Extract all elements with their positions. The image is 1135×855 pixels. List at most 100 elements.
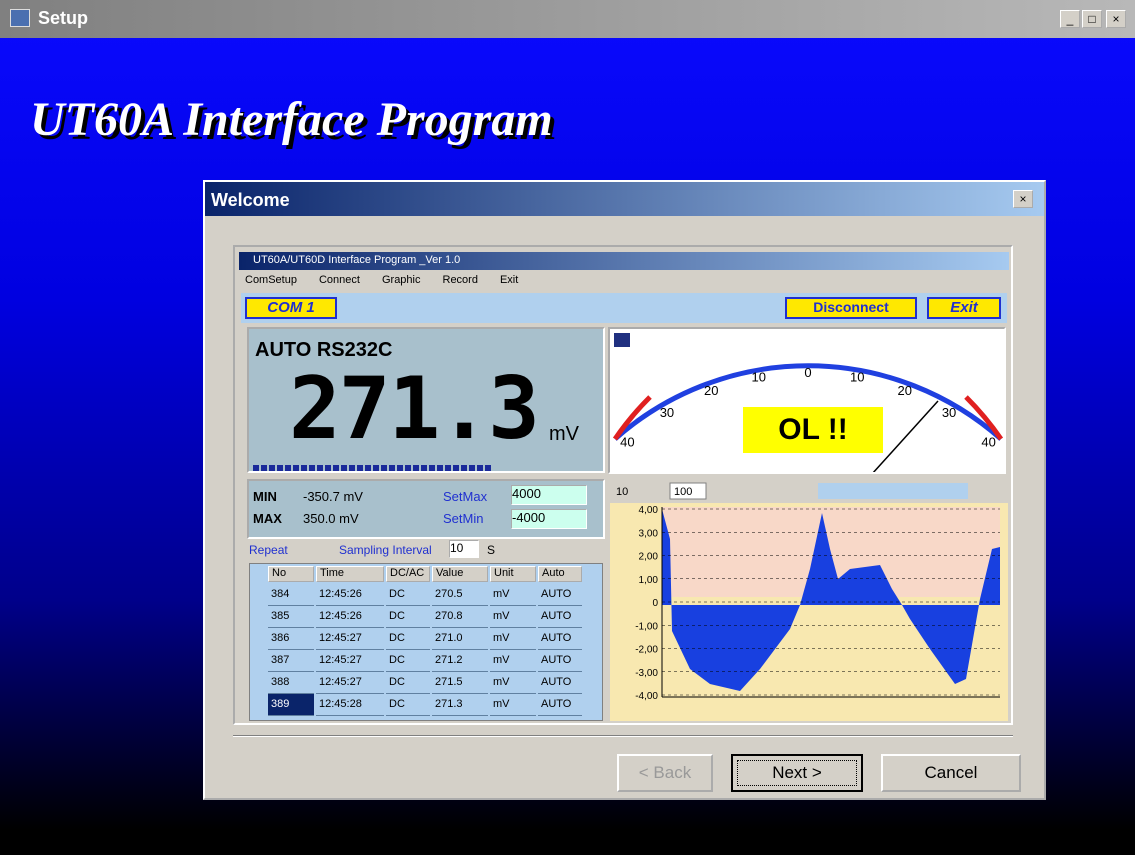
table-cell: 389 bbox=[268, 694, 314, 716]
gauge-arc bbox=[613, 363, 1003, 441]
table-cell: DC bbox=[386, 606, 430, 628]
table-cell: 271.0 bbox=[432, 628, 488, 650]
table-cell: 12:45:27 bbox=[316, 628, 384, 650]
chart-nav-buttons[interactable] bbox=[818, 483, 968, 499]
waveform bbox=[662, 509, 1000, 691]
exit-button[interactable]: Exit bbox=[927, 297, 1001, 319]
chart-count: 100 bbox=[674, 486, 692, 498]
table-cell: 270.5 bbox=[432, 584, 488, 606]
table-cell: 12:45:28 bbox=[316, 694, 384, 716]
cancel-button[interactable]: Cancel bbox=[881, 754, 1021, 792]
min-value: -350.7 mV bbox=[303, 489, 363, 504]
table-cell: DC bbox=[386, 650, 430, 672]
bar-graph bbox=[253, 465, 493, 471]
minmax-panel: MIN -350.7 mV MAX 350.0 mV SetMax 4000 S… bbox=[247, 479, 605, 539]
gauge-label: 30 bbox=[660, 405, 674, 420]
table-cell: 386 bbox=[268, 628, 314, 650]
mode-label: AUTO RS232C bbox=[255, 339, 393, 361]
gauge-icon bbox=[614, 333, 630, 347]
port-label: COM 1 bbox=[245, 297, 337, 319]
gauge-label: 0 bbox=[804, 365, 811, 380]
table-cell: DC bbox=[386, 584, 430, 606]
menu-item[interactable]: Graphic bbox=[381, 274, 421, 286]
table-cell: mV bbox=[490, 694, 536, 716]
table-cell: DC bbox=[386, 672, 430, 694]
table-cell: 12:45:26 bbox=[316, 606, 384, 628]
table-header-cell: Auto bbox=[538, 566, 582, 582]
table-cell: AUTO bbox=[538, 628, 582, 650]
maximize-button[interactable]: □ bbox=[1082, 10, 1102, 28]
table-cell: 271.2 bbox=[432, 650, 488, 672]
table-cell: mV bbox=[490, 672, 536, 694]
chart-y-tick-label: 2,00 bbox=[639, 552, 659, 563]
gauge-arc-low bbox=[612, 395, 652, 441]
sampling-checkbox[interactable]: Sampling Interval bbox=[339, 543, 432, 557]
menu-item[interactable]: ComSetup bbox=[245, 274, 297, 286]
next-button[interactable]: Next > bbox=[731, 754, 863, 792]
table-cell: 271.5 bbox=[432, 672, 488, 694]
table-cell: mV bbox=[490, 584, 536, 606]
lcd-panel: AUTO RS232C 271.3 mV bbox=[247, 327, 605, 473]
interval-input[interactable]: 10 bbox=[449, 540, 479, 558]
table-header-cell: Unit bbox=[490, 566, 536, 582]
back-button[interactable]: < Back bbox=[617, 754, 713, 792]
table-cell: AUTO bbox=[538, 694, 582, 716]
disconnect-button[interactable]: Disconnect bbox=[785, 297, 917, 319]
table-cell: AUTO bbox=[538, 672, 582, 694]
chart-y-tick-label: -4,00 bbox=[635, 691, 658, 702]
app-icon bbox=[10, 9, 30, 27]
table-header-cell: Value bbox=[432, 566, 488, 582]
window-title: Setup bbox=[38, 8, 89, 28]
max-value: 350.0 mV bbox=[303, 511, 359, 526]
table-cell: mV bbox=[490, 606, 536, 628]
table-header-cell: DC/AC bbox=[386, 566, 430, 582]
repeat-checkbox[interactable]: Repeat bbox=[249, 543, 288, 557]
app-screenshot: UT60A/UT60D Interface Program _Ver 1.0 C… bbox=[233, 245, 1013, 725]
close-button[interactable]: × bbox=[1106, 10, 1126, 28]
menu-item[interactable]: Record bbox=[442, 274, 478, 286]
table-cell: AUTO bbox=[538, 606, 582, 628]
chart-count-box[interactable] bbox=[669, 482, 707, 500]
dialog-title: Welcome bbox=[211, 190, 290, 210]
table-cell: AUTO bbox=[538, 650, 582, 672]
app-menu: ComSetup Connect Graphic Record Exit bbox=[245, 274, 745, 290]
set-min-input[interactable]: -4000 bbox=[511, 509, 587, 529]
gauge-arc-high bbox=[964, 395, 1004, 441]
waveform-chart: 10 100 4,00 3,00 2,00 1,00 0 -1,00 -2,00 -3,00 -… bbox=[610, 479, 1008, 721]
app-title-bar: UT60A/UT60D Interface Program _Ver 1.0 bbox=[239, 252, 1009, 270]
gauge-label: 20 bbox=[704, 383, 718, 398]
dialog-title-bar: Welcome × bbox=[205, 182, 1044, 216]
table-cell: 12:45:27 bbox=[316, 650, 384, 672]
gauge: OL !! 40 30 20 10 0 10 20 30 40 bbox=[608, 327, 1006, 474]
overload-box bbox=[743, 407, 883, 453]
chart-y-tick-label: -2,00 bbox=[635, 645, 658, 656]
gauge-label: 30 bbox=[942, 405, 956, 420]
table-cell: 12:45:27 bbox=[316, 672, 384, 694]
chart-scale: 10 bbox=[616, 486, 628, 498]
chart-y-tick-label: -1,00 bbox=[635, 621, 658, 632]
gauge-label: 20 bbox=[898, 383, 912, 398]
menu-item[interactable]: Connect bbox=[318, 274, 360, 286]
set-max-input[interactable]: 4000 bbox=[511, 485, 587, 505]
table-cell: DC bbox=[386, 628, 430, 650]
dialog-close[interactable]: × bbox=[1013, 190, 1033, 208]
gauge-label: 40 bbox=[981, 434, 995, 449]
max-label: MAX bbox=[253, 511, 282, 526]
table-cell: 271.3 bbox=[432, 694, 488, 716]
chart-y-tick-label: 0 bbox=[652, 598, 658, 609]
set-min-label: SetMin bbox=[443, 511, 484, 526]
table-cell: mV bbox=[490, 628, 536, 650]
minimize-button[interactable]: _ bbox=[1060, 10, 1080, 28]
record-table: No Time DC/AC Value Unit Auto 384 12:45:26 DC 270… bbox=[249, 563, 603, 721]
overload-text: OL !! bbox=[778, 413, 847, 446]
table-cell: 388 bbox=[268, 672, 314, 694]
app-toolbar: COM 1 Disconnect Exit bbox=[241, 293, 1007, 323]
separator bbox=[233, 735, 1013, 737]
menu-item[interactable]: Exit bbox=[499, 274, 519, 286]
min-label: MIN bbox=[253, 489, 277, 504]
table-cell: mV bbox=[490, 650, 536, 672]
gauge-label: 10 bbox=[850, 370, 864, 385]
gauge-label: 40 bbox=[620, 434, 634, 449]
table-cell: 384 bbox=[268, 584, 314, 606]
